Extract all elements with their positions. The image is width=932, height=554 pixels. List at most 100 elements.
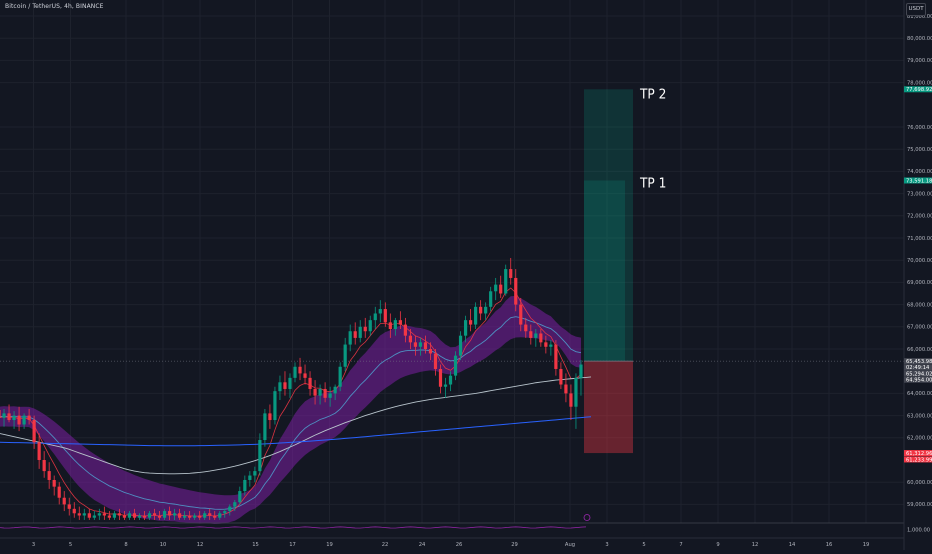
price-axis[interactable]: 81,000.00 80,000.00 79,000.00 78,000.00 76,0… (903, 0, 932, 550)
fast-ma (0, 287, 582, 517)
x-tick-label: 19 (326, 542, 333, 548)
ribbon-fill (0, 295, 581, 524)
candle-body (97, 513, 101, 516)
candle-body (559, 368, 563, 385)
candle-body (453, 355, 458, 376)
candle-body (423, 342, 428, 349)
x-tick-label: 8 (124, 542, 127, 548)
candle-body (418, 342, 423, 347)
candle-body (72, 508, 76, 514)
candle-body (193, 515, 197, 518)
candle-body (438, 368, 443, 387)
symbol-legend[interactable]: Bitcoin / TetherUS, 4h, BINANCE (5, 3, 104, 10)
candle-body (489, 291, 493, 307)
tp1-zone (584, 180, 625, 362)
candle-body (494, 284, 498, 292)
oscillator-pane (0, 514, 904, 529)
candle-body (544, 342, 548, 347)
candle-body (468, 320, 473, 325)
candle-body (569, 393, 573, 407)
price-tag-label: 65,453.98 (906, 359, 932, 365)
candle-body (147, 513, 152, 518)
x-tick-label: 15 (252, 542, 259, 548)
candle-body (479, 306, 483, 314)
price-tag-bg (904, 358, 932, 365)
candle-body (127, 513, 132, 518)
candle-body (102, 513, 106, 516)
currency-button[interactable]: USDT (906, 3, 926, 16)
time-axis[interactable]: 3 5 8 10 12 15 17 19 22 24 26 29 Aug 3 5 7 9 12 14 16 19 (0, 537, 904, 548)
candle-body (549, 344, 553, 347)
candle-body (458, 335, 463, 356)
candle-body (238, 491, 242, 503)
candle-body (42, 460, 46, 472)
x-tick-label: 5 (69, 542, 72, 548)
candle-body (383, 309, 387, 323)
y-tick-label: 75,000.00 (907, 147, 932, 153)
candle-body (233, 502, 237, 507)
candle-body (228, 506, 232, 512)
price-tag-bg (904, 370, 932, 377)
y-tick-label: 80,000.00 (907, 36, 932, 42)
y-tick-label: 63,000.00 (907, 413, 932, 419)
long-position-tool[interactable]: TP 2 TP 1 (0, 86, 904, 454)
x-tick-label: 12 (752, 542, 759, 548)
x-tick-label: 7 (679, 542, 682, 548)
candle-body (388, 322, 392, 330)
y-tick-label: 73,000.00 (907, 191, 932, 197)
candle-body (203, 513, 207, 518)
candle-body (253, 471, 257, 476)
candle-body (373, 313, 377, 321)
candle-body (308, 377, 312, 389)
y-tick-label: 64,000.00 (907, 391, 932, 397)
candle-body (7, 413, 11, 421)
x-tick-label: Aug (565, 542, 575, 548)
candle-body (223, 511, 227, 514)
candle-body (534, 333, 538, 338)
tp2-label: TP 2 (639, 86, 666, 102)
candle-body (539, 333, 543, 343)
candle-body (318, 388, 322, 396)
candle-body (218, 513, 222, 518)
candle-body (172, 513, 177, 516)
y-tick-label: 79,000.00 (907, 58, 932, 64)
y-tick-label: 71,000.00 (907, 236, 932, 242)
alert-icon (583, 514, 591, 521)
x-tick-label: 26 (456, 542, 463, 548)
candle-body (117, 513, 122, 516)
candle-body (298, 366, 302, 374)
candle-body (183, 515, 187, 518)
candle-body (413, 342, 418, 347)
candle-body (484, 306, 488, 314)
candle-body (509, 269, 513, 278)
price-tag-label: 61,312.96 (906, 451, 932, 457)
x-tick-label: 3 (605, 542, 608, 548)
candle-body (37, 442, 41, 460)
price-tag-label: 73,591.18 (906, 178, 932, 184)
candle-body (167, 511, 172, 516)
candle-body (77, 513, 81, 516)
candle-body (323, 388, 327, 398)
candle-body (132, 513, 137, 518)
price-tag-label: 61,233.99 (906, 457, 932, 463)
x-tick-label: 24 (419, 542, 426, 548)
tp-zone-edge (625, 180, 633, 362)
candle-body (152, 513, 157, 516)
candle-body (403, 324, 407, 336)
tp1-label: TP 1 (639, 175, 666, 191)
price-tag-label: 77,698.92 (906, 87, 932, 93)
candle-body (303, 373, 307, 378)
candle-body (333, 386, 337, 394)
y-tick-label: 69,000.00 (907, 280, 932, 286)
candle-body (273, 391, 277, 421)
candle-body (243, 479, 247, 492)
candle-body (554, 344, 558, 369)
price-tag-label: 02:49:14 (906, 365, 930, 371)
candle-body (368, 320, 372, 332)
candle-body (378, 309, 382, 314)
candle-body (188, 515, 192, 518)
candle-body (112, 513, 116, 518)
candle-body (358, 326, 362, 338)
